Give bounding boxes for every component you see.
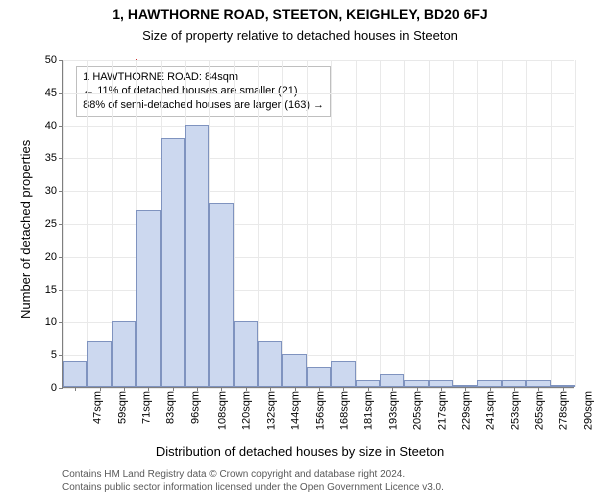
- ytick-label: 15: [45, 284, 63, 296]
- xtick-mark: [100, 387, 101, 391]
- xtick-label: 144sqm: [290, 391, 302, 430]
- histogram-bar: [331, 361, 355, 387]
- ytick-label: 35: [45, 152, 63, 164]
- xtick-mark: [441, 387, 442, 391]
- x-axis-label: Distribution of detached houses by size …: [0, 444, 600, 459]
- histogram-bar: [380, 374, 404, 387]
- histogram-bar: [307, 367, 331, 387]
- xtick-label: 132sqm: [265, 391, 277, 430]
- xtick-label: 290sqm: [582, 391, 594, 430]
- xtick-mark: [417, 387, 418, 391]
- gridline-v: [63, 60, 64, 387]
- ytick-label: 20: [45, 251, 63, 263]
- page-subtitle: Size of property relative to detached ho…: [0, 28, 600, 43]
- xtick-label: 156sqm: [314, 391, 326, 430]
- annotation-line-3: 88% of semi-detached houses are larger (…: [83, 99, 324, 113]
- page-title: 1, HAWTHORNE ROAD, STEETON, KEIGHLEY, BD…: [0, 6, 600, 22]
- gridline-v: [575, 60, 576, 387]
- xtick-label: 71sqm: [140, 391, 152, 424]
- histogram-bar: [282, 354, 306, 387]
- xtick-label: 168sqm: [339, 391, 351, 430]
- gridline-h: [63, 60, 574, 61]
- gridline-v: [453, 60, 454, 387]
- y-axis-label: Number of detached properties: [18, 140, 33, 319]
- annotation-line-1: 1 HAWTHORNE ROAD: 84sqm: [83, 71, 324, 85]
- histogram-bar: [112, 321, 136, 387]
- ytick-label: 45: [45, 87, 63, 99]
- gridline-v: [502, 60, 503, 387]
- gridline-h: [63, 191, 574, 192]
- gridline-h: [63, 158, 574, 159]
- xtick-mark: [295, 387, 296, 391]
- xtick-mark: [124, 387, 125, 391]
- histogram-bar: [87, 341, 111, 387]
- ytick-label: 50: [45, 54, 63, 66]
- histogram-bar: [234, 321, 258, 387]
- xtick-label: 120sqm: [241, 391, 253, 430]
- gridline-v: [258, 60, 259, 387]
- histogram-bar: [185, 125, 209, 387]
- xtick-mark: [197, 387, 198, 391]
- xtick-label: 47sqm: [92, 391, 104, 424]
- ytick-label: 40: [45, 120, 63, 132]
- xtick-mark: [465, 387, 466, 391]
- xtick-mark: [368, 387, 369, 391]
- gridline-h: [63, 126, 574, 127]
- gridline-v: [307, 60, 308, 387]
- xtick-mark: [392, 387, 393, 391]
- xtick-label: 217sqm: [436, 391, 448, 430]
- xtick-mark: [246, 387, 247, 391]
- xtick-mark: [319, 387, 320, 391]
- xtick-mark: [148, 387, 149, 391]
- xtick-label: 205sqm: [412, 391, 424, 430]
- ytick-label: 0: [51, 382, 63, 394]
- xtick-label: 229sqm: [460, 391, 472, 430]
- footer-attribution: Contains HM Land Registry data © Crown c…: [62, 468, 444, 494]
- gridline-v: [380, 60, 381, 387]
- xtick-label: 181sqm: [363, 391, 375, 430]
- footer-line-2: Contains public sector information licen…: [62, 481, 444, 494]
- xtick-mark: [563, 387, 564, 391]
- histogram-bar: [136, 210, 160, 387]
- xtick-mark: [270, 387, 271, 391]
- xtick-label: 108sqm: [217, 391, 229, 430]
- footer-line-1: Contains HM Land Registry data © Crown c…: [62, 468, 444, 481]
- gridline-v: [429, 60, 430, 387]
- xtick-mark: [514, 387, 515, 391]
- gridline-v: [356, 60, 357, 387]
- gridline-v: [331, 60, 332, 387]
- xtick-mark: [173, 387, 174, 391]
- xtick-mark: [221, 387, 222, 391]
- xtick-label: 241sqm: [485, 391, 497, 430]
- xtick-label: 253sqm: [509, 391, 521, 430]
- histogram-bar: [258, 341, 282, 387]
- xtick-label: 265sqm: [534, 391, 546, 430]
- gridline-v: [526, 60, 527, 387]
- xtick-label: 59sqm: [116, 391, 128, 424]
- gridline-v: [282, 60, 283, 387]
- xtick-mark: [538, 387, 539, 391]
- xtick-mark: [343, 387, 344, 391]
- xtick-label: 278sqm: [558, 391, 570, 430]
- xtick-mark: [75, 387, 76, 391]
- xtick-label: 83sqm: [165, 391, 177, 424]
- xtick-label: 193sqm: [387, 391, 399, 430]
- ytick-label: 10: [45, 316, 63, 328]
- gridline-v: [551, 60, 552, 387]
- annotation-box: 1 HAWTHORNE ROAD: 84sqm ← 11% of detache…: [76, 66, 331, 117]
- gridline-h: [63, 93, 574, 94]
- ytick-label: 30: [45, 185, 63, 197]
- ytick-label: 25: [45, 218, 63, 230]
- ytick-label: 5: [51, 349, 63, 361]
- xtick-label: 96sqm: [189, 391, 201, 424]
- chart-plot-area: 1 HAWTHORNE ROAD: 84sqm ← 11% of detache…: [62, 60, 574, 388]
- xtick-mark: [490, 387, 491, 391]
- histogram-bar: [209, 203, 233, 387]
- histogram-bar: [63, 361, 87, 387]
- annotation-line-2: ← 11% of detached houses are smaller (21…: [83, 85, 324, 99]
- gridline-v: [477, 60, 478, 387]
- histogram-bar: [161, 138, 185, 387]
- gridline-v: [404, 60, 405, 387]
- gridline-v: [87, 60, 88, 387]
